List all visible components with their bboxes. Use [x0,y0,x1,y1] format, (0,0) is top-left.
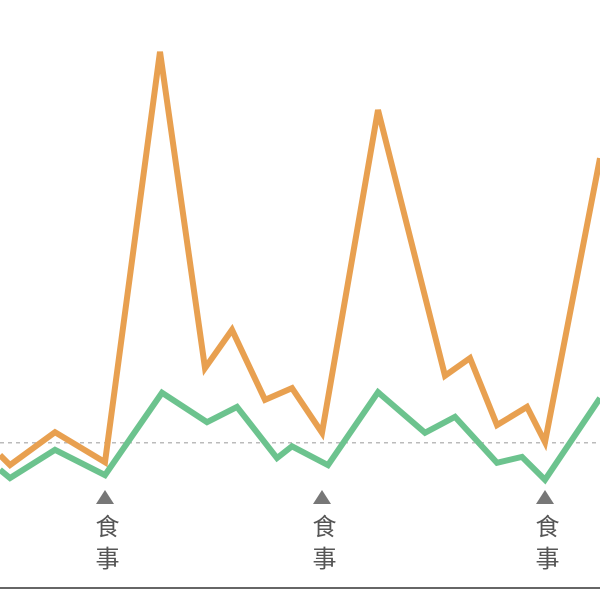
annotation-label: 食事 [91,514,119,578]
annotation-marker [536,490,554,504]
annotation-marker [313,490,331,504]
annotation-marker [96,490,114,504]
series-line [0,51,600,470]
annotation-label: 食事 [531,514,559,578]
annotation-label: 食事 [308,514,336,578]
series-line [0,387,600,485]
